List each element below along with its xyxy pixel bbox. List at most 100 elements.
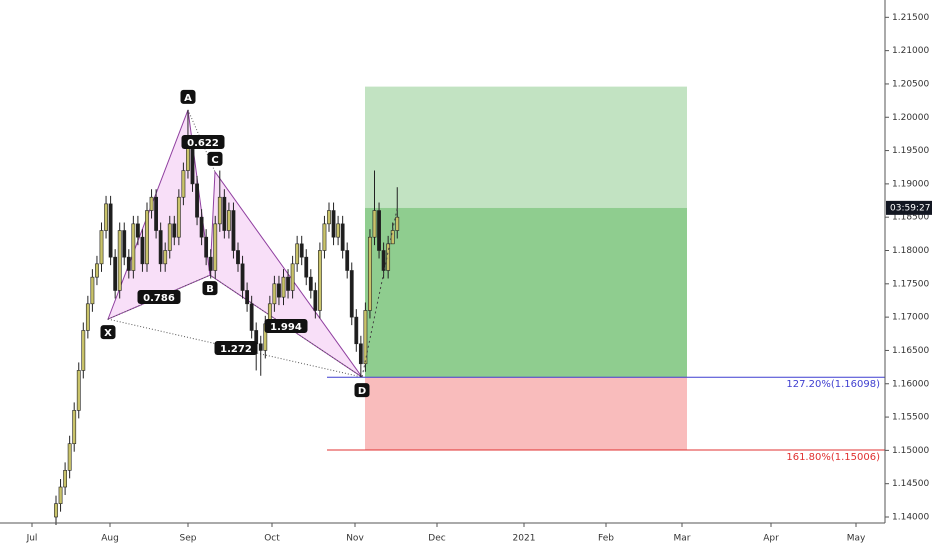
- candle-body: [222, 196, 227, 231]
- badge-text: X: [104, 328, 112, 339]
- y-tick-label: 1.14000: [892, 513, 929, 523]
- candle-body: [277, 283, 281, 298]
- candle-body: [149, 196, 154, 211]
- candle-body: [54, 503, 58, 518]
- candle-body: [322, 223, 327, 251]
- countdown: 03:59:27: [890, 203, 930, 213]
- candle-body: [317, 250, 322, 311]
- y-tick-label: 1.21000: [892, 46, 929, 56]
- y-tick-label: 1.15000: [892, 446, 929, 456]
- badge-box: [202, 281, 218, 296]
- x-tick-label: Feb: [598, 534, 614, 544]
- candle-body: [363, 310, 368, 365]
- candle-body: [126, 256, 131, 271]
- candle-body: [163, 250, 168, 265]
- candle-body: [258, 343, 263, 351]
- candle-body: [195, 183, 199, 218]
- candle-body: [377, 210, 381, 251]
- badge-box: [354, 383, 370, 398]
- candle-body: [154, 196, 159, 231]
- candle-body: [176, 196, 181, 238]
- x-tick-label: Apr: [763, 534, 779, 544]
- candle-body: [204, 236, 209, 258]
- candle-body: [67, 443, 72, 471]
- candle-body: [236, 250, 240, 265]
- candle-body: [372, 210, 377, 238]
- candle-body: [140, 236, 145, 265]
- badge-text: 0.786: [143, 293, 175, 304]
- candle-body: [113, 256, 118, 291]
- pattern-point-label: B: [202, 281, 218, 296]
- candle-body: [245, 290, 250, 305]
- candle-body: [72, 410, 77, 445]
- candle-body: [386, 243, 391, 271]
- pattern-ratio-line: [209, 274, 363, 378]
- candle-body: [345, 250, 350, 271]
- candle-body: [99, 230, 104, 265]
- candle-body: [304, 256, 309, 278]
- y-tick-label: 1.14500: [892, 479, 929, 489]
- y-tick-label: 1.18500: [892, 213, 929, 223]
- pattern-point-label: A: [180, 89, 196, 104]
- candle-body: [167, 223, 172, 251]
- y-tick-label: 1.20500: [892, 79, 929, 89]
- x-tick-label: Jul: [26, 534, 38, 544]
- candle-body: [308, 276, 313, 291]
- badge-text: B: [206, 284, 214, 295]
- candle-body: [358, 343, 363, 365]
- candle-body: [390, 230, 395, 245]
- candle-body: [340, 223, 345, 251]
- pattern-point-label: D: [354, 383, 370, 398]
- y-tick-label: 1.19000: [892, 179, 929, 189]
- candle-body: [136, 223, 140, 238]
- x-tick-label: Nov: [346, 534, 364, 544]
- candle-body: [190, 143, 195, 185]
- pattern-point-label: X: [100, 325, 116, 340]
- candle-body: [95, 263, 99, 278]
- candle-body: [286, 276, 290, 291]
- x-tick-label: Mar: [674, 534, 691, 544]
- candle-body: [272, 283, 277, 305]
- candle-body: [327, 210, 331, 225]
- candle-body: [76, 370, 81, 411]
- badge-box: [214, 341, 258, 355]
- candle-body: [108, 203, 113, 258]
- badge-text: 0.622: [187, 138, 219, 149]
- candle-body: [227, 210, 231, 231]
- candle-body: [249, 303, 254, 331]
- ratio-label: 0.786: [137, 290, 181, 304]
- candle-body: [85, 303, 90, 331]
- x-tick-label: Aug: [101, 534, 119, 544]
- profit-zone-upper: [365, 86, 687, 208]
- badge-box: [137, 290, 181, 304]
- y-tick-label: 1.19500: [892, 146, 929, 156]
- badge-box: [181, 135, 225, 149]
- candle-body: [331, 210, 336, 238]
- profit-zone-lower: [365, 207, 687, 378]
- badge-box: [207, 151, 223, 166]
- x-tick-label: Sep: [180, 534, 197, 544]
- ratio-label: 0.622: [181, 135, 225, 149]
- y-tick-label: 1.15500: [892, 413, 929, 423]
- candle-body: [336, 223, 341, 238]
- pattern-point-label: C: [207, 151, 223, 166]
- candle-body: [81, 330, 86, 371]
- candle-body: [104, 203, 108, 231]
- badge-text: 1.994: [270, 322, 302, 333]
- y-tick-label: 1.16500: [892, 346, 929, 356]
- level-label: 127.20%(1.16098): [786, 379, 880, 390]
- badge-text: D: [358, 386, 366, 397]
- x-tick-label: Oct: [264, 534, 280, 544]
- badge-text: C: [211, 155, 218, 166]
- candle-body: [90, 276, 95, 305]
- candle-body: [199, 216, 204, 238]
- loss-zone: [365, 377, 687, 450]
- x-tick-label: 2021: [513, 534, 536, 544]
- pattern-ratio-line: [107, 274, 211, 320]
- candle-body: [368, 236, 372, 311]
- candle-body: [122, 230, 127, 258]
- badge-box: [264, 319, 308, 333]
- countdown-badge: [886, 200, 932, 215]
- candle-body: [172, 223, 177, 238]
- candle-body: [281, 276, 286, 298]
